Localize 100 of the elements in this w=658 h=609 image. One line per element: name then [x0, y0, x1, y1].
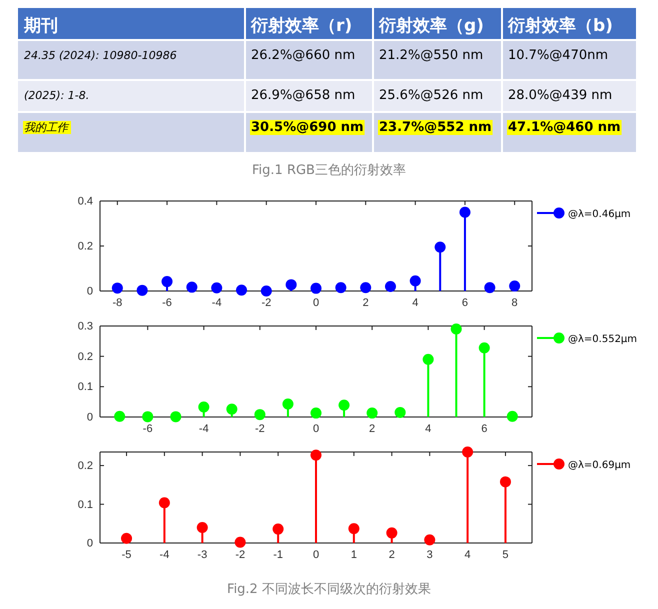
- point: [170, 411, 182, 422]
- legend-label: @λ=0.69μm: [568, 460, 631, 471]
- legend-label: @λ=0.552μm: [568, 334, 638, 345]
- x-tick-label: -6: [162, 296, 172, 309]
- point: [450, 324, 462, 335]
- point: [386, 527, 398, 538]
- point: [136, 284, 148, 296]
- y-tick-label: 0.3: [78, 320, 93, 333]
- point: [226, 404, 238, 415]
- y-tick-label: 0.2: [78, 350, 93, 363]
- x-tick-label: -3: [197, 548, 208, 561]
- point: [310, 450, 322, 461]
- point: [211, 282, 222, 294]
- x-tick-label: -1: [273, 548, 283, 561]
- point: [121, 532, 132, 544]
- point: [424, 534, 436, 546]
- text: 30.5%@690 nm: [251, 120, 364, 135]
- text: 21.2%@550 nm: [379, 48, 484, 63]
- x-tick-label: 0: [312, 548, 320, 561]
- x-tick-label: 0: [312, 296, 320, 309]
- point: [310, 282, 322, 294]
- x-tick-label: 6: [462, 296, 468, 309]
- x-tick-label: 0: [312, 422, 320, 435]
- x-tick-label: 2: [362, 296, 369, 309]
- x-tick-label: 2: [369, 422, 376, 435]
- point: [254, 409, 266, 420]
- y-tick-label: 0.4: [78, 196, 93, 208]
- text: 衍射效率（r): [250, 16, 352, 36]
- point: [198, 401, 210, 412]
- point: [310, 408, 322, 419]
- point: [434, 242, 446, 253]
- x-tick-label: 8: [512, 296, 518, 309]
- x-tick-label: 4: [464, 548, 471, 561]
- point: [506, 410, 518, 422]
- point: [462, 446, 474, 458]
- caption: Fig.2 不同波长不同级次的衍射效果: [227, 582, 431, 597]
- point: [162, 276, 173, 288]
- y-tick-label: 0: [86, 286, 93, 298]
- point: [286, 279, 297, 290]
- point: [348, 523, 360, 534]
- point: [509, 280, 520, 292]
- text: 26.9%@658 nm: [251, 88, 356, 103]
- x-tick-label: -8: [112, 296, 122, 309]
- text: 28.0%@439 nm: [508, 88, 612, 103]
- point: [236, 284, 248, 296]
- legend-label: @λ=0.46μm: [568, 209, 631, 220]
- text: 26.2%@660 nm: [251, 48, 356, 63]
- x-tick-label: 2: [388, 548, 395, 561]
- x-tick-label: -6: [142, 422, 153, 435]
- point: [272, 524, 284, 535]
- text: 衍射效率（g): [378, 16, 484, 36]
- point: [478, 342, 490, 354]
- point: [186, 282, 198, 293]
- y-tick-label: 0.1: [78, 381, 93, 394]
- x-tick-label: 6: [481, 422, 488, 435]
- point: [360, 282, 372, 294]
- text: 期刊: [23, 16, 58, 36]
- text: 24.35 (2024): 10980-10986: [24, 49, 177, 62]
- x-tick-label: -4: [198, 422, 209, 435]
- text: 25.6%@526 nm: [379, 88, 484, 103]
- point: [366, 408, 378, 419]
- point: [410, 275, 421, 286]
- point: [282, 398, 294, 410]
- point: [114, 410, 126, 422]
- text: 我的工作: [24, 121, 70, 134]
- y-tick-label: 0: [86, 538, 93, 550]
- y-tick-label: 0.1: [78, 498, 93, 511]
- text: 23.7%@552 nm: [379, 120, 492, 135]
- point: [142, 411, 154, 422]
- y-tick-label: 0: [86, 412, 93, 424]
- x-tick-label: 4: [412, 296, 418, 309]
- point: [459, 206, 470, 218]
- x-tick-label: 5: [502, 548, 509, 561]
- y-tick-label: 0.2: [78, 460, 93, 472]
- point: [112, 282, 123, 294]
- text: 衍射效率（b): [507, 16, 613, 36]
- x-tick-label: -2: [261, 296, 272, 309]
- point: [196, 522, 208, 534]
- text: (2025): 1-8.: [24, 89, 90, 102]
- x-tick-label: 4: [425, 422, 432, 435]
- y-tick-label: 0.2: [78, 240, 93, 253]
- point: [338, 400, 350, 411]
- x-tick-label: -4: [160, 548, 170, 561]
- text: 10.7%@470nm: [508, 48, 608, 63]
- x-tick-label: -2: [255, 422, 265, 435]
- point: [384, 281, 396, 292]
- point: [335, 282, 346, 294]
- point: [484, 282, 496, 294]
- x-tick-label: 1: [350, 548, 357, 561]
- x-tick-label: -5: [122, 548, 132, 561]
- point: [234, 536, 246, 548]
- point: [422, 354, 434, 365]
- text: 47.1%@460 nm: [508, 120, 621, 135]
- point: [260, 286, 272, 296]
- x-tick-label: -2: [235, 548, 246, 561]
- text: Fig.1 RGB三色的衍射效率: [252, 162, 406, 178]
- point: [500, 476, 511, 488]
- x-tick-label: -4: [212, 296, 222, 309]
- x-tick-label: 3: [426, 548, 433, 561]
- point: [394, 406, 406, 418]
